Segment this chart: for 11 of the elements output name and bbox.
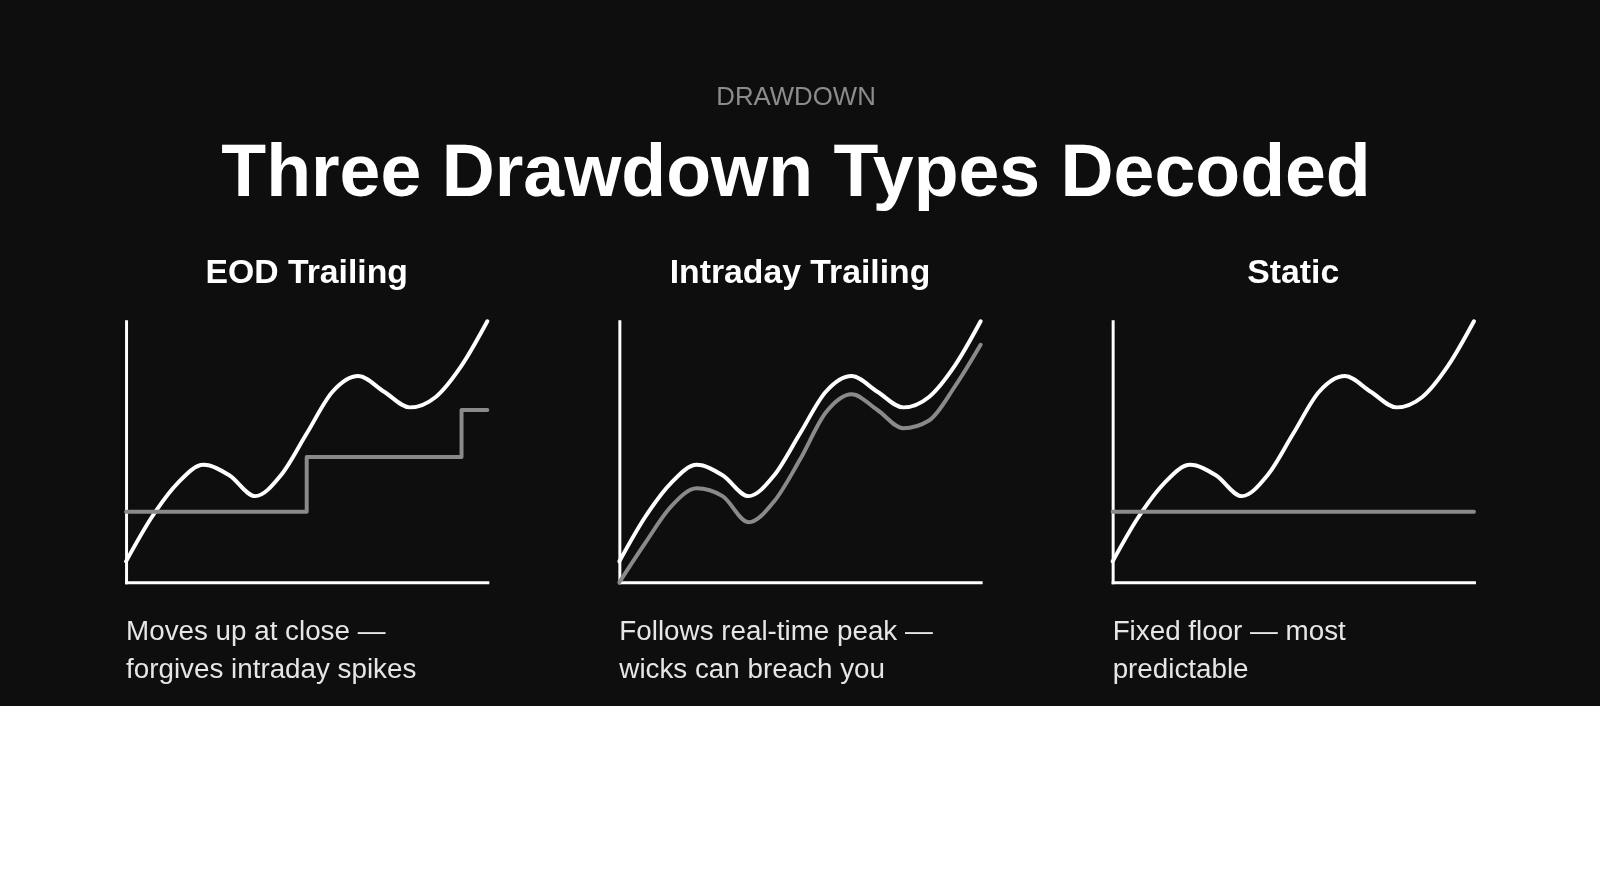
chart-title: Intraday Trailing [669,251,931,290]
text: forgives intraday spikes [126,652,417,684]
chart-title: Static [1247,251,1340,290]
text: Fixed floor — most [1112,614,1347,646]
text: Moves up at close — [126,614,386,646]
text: DRAWDOWN [716,81,876,110]
chart-title: EOD Trailing [205,251,408,290]
text: wicks can breach you [618,652,885,684]
text: Three Drawdown Types Decoded [221,130,1371,213]
text: predictable [1112,652,1249,684]
text: Follows real-time peak — [619,614,933,646]
